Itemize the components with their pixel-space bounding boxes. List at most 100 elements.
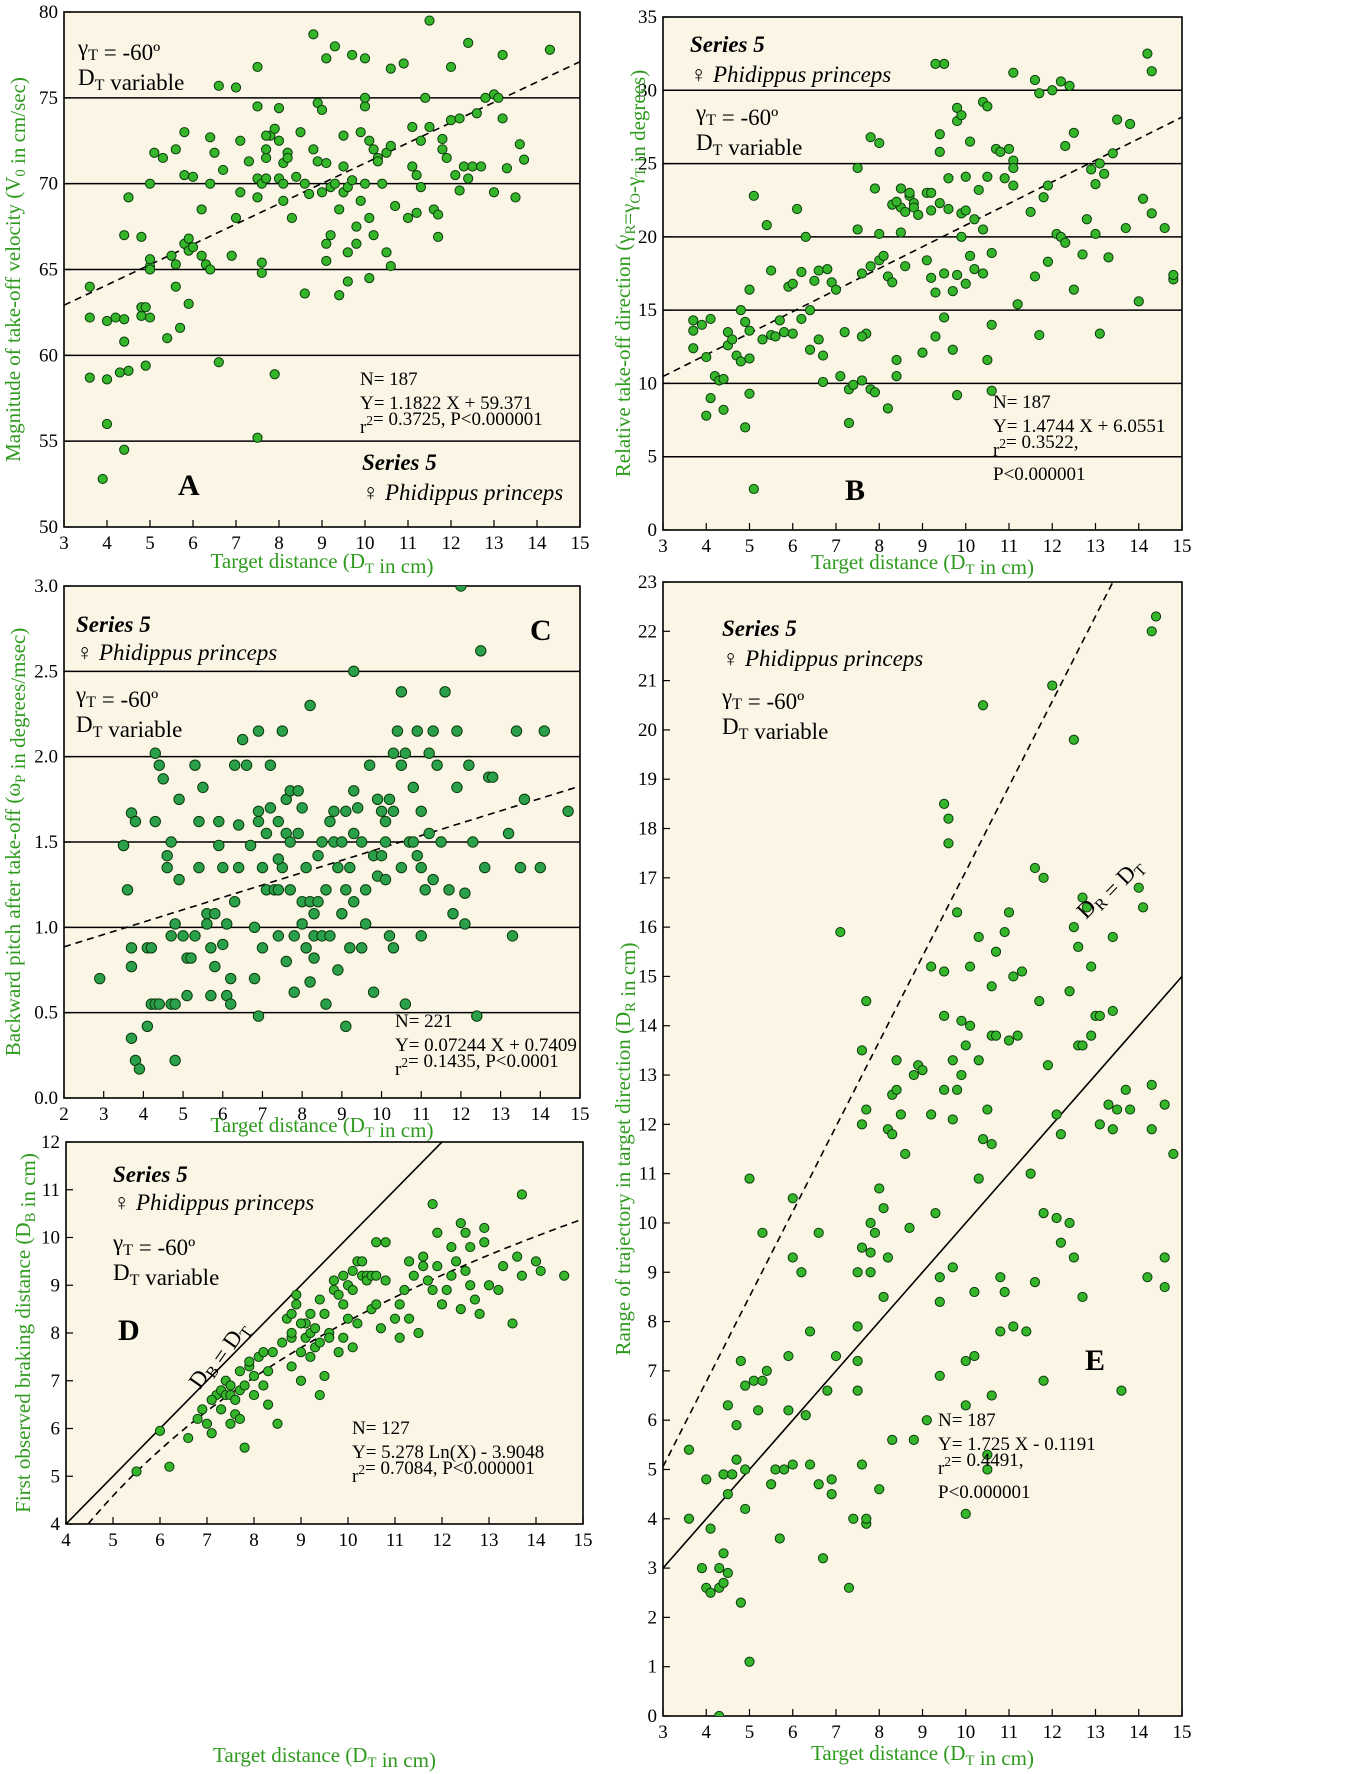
panel-b-annotation: Series 5 [690,32,765,57]
panel-b-data-point [900,206,911,218]
panel-c-x-tick-label: 12 [451,1104,470,1125]
panel-e-data-point [939,798,950,809]
panel-a-data-point [351,238,362,249]
panel-a-x-tick-label: 13 [485,533,504,554]
panel-a-x-axis-label: Target distance (DT in cm) [211,549,434,578]
panel-d-data-point [263,1366,274,1377]
panel-a-stat-line: N= 187 [360,369,418,390]
panel-c-data-point [423,827,435,840]
panel-a-x-tick-label: 10 [356,533,375,554]
panel-d-stat-line: r2= 0.7084, P<0.000001 [352,1458,535,1487]
panel-e-y-tick-label: 11 [639,1164,657,1185]
panel-c-data-point [447,907,459,920]
panel-a-data-point [351,221,362,232]
panel-c-data-point [205,942,217,954]
panel-d-data-point [192,1413,203,1425]
panel-e-data-point [891,1055,902,1066]
panel-b-data-point [977,268,989,279]
panel-e-x-tick-label: 6 [788,1722,798,1743]
panel-c-x-tick-label: 2 [59,1104,69,1125]
panel-a-data-point [519,154,530,165]
panel-a-data-point [329,178,340,189]
panel-a-data-point [488,187,500,198]
panel-c-data-point [375,849,388,862]
panel-e-data-point [1077,1040,1088,1051]
panel-e-data-point [982,1104,993,1115]
panel-c-data-point [173,793,185,806]
panel-a-data-point [463,173,474,184]
panel-b-x-tick-label: 15 [1173,536,1192,557]
panel-e-stat-line: r2= 0.4491, [938,1450,1023,1479]
panel-a-x-tick-label: 6 [188,533,198,554]
panel-c-data-point [181,989,193,1002]
panel-d-data-point [263,1399,274,1410]
panel-a-data-point [454,185,465,196]
panel-e-data-point [1025,1168,1036,1179]
panel-a-data-point [140,302,151,313]
panel-e-data-point [1103,1099,1114,1110]
panel-e-data-point [908,1069,919,1081]
panel-d-data-point [394,1299,405,1310]
panel-b-letter: B [845,474,865,507]
panel-b-data-point [891,371,902,382]
panel-b-data-point [913,209,924,220]
panel-a-data-point [291,171,302,182]
panel-e-data-point [843,1582,855,1593]
panel-d-stat-line: Y= 5.278 Ln(X) - 3.9048 [352,1442,544,1463]
panel-c-data-point [217,861,229,874]
panel-e-data-point [705,1523,716,1534]
panel-a-data-point [308,29,319,40]
panel-e-data-point [714,1562,725,1574]
panel-c-data-point [133,1063,146,1075]
panel-b-data-point [1099,168,1110,179]
panel-a-y-tick-label: 60 [39,345,58,366]
panel-a-data-point [252,432,263,443]
panel-e-data-point [926,1109,937,1120]
panel-c-data-point [213,839,225,852]
panel-d-data-point [446,1241,457,1253]
panel-e-data-point [934,1296,945,1307]
panel-d-data-point [375,1323,386,1334]
panel-d-data-point [483,1280,495,1291]
panel-e-data-point [939,1084,950,1095]
panel-e-data-point [822,1385,833,1396]
panel-b-data-point [895,183,906,194]
panel-b-data-point [856,268,868,279]
panel-e-data-point [956,1069,967,1081]
panel-e-data-point [999,926,1010,938]
panel-d-data-point [474,1308,485,1319]
panel-a-data-point [166,250,177,261]
panel-c-data-point [359,884,372,896]
panel-b-data-point [804,344,816,355]
panel-c-data-point [260,827,273,840]
panel-b-data-point [1029,271,1041,282]
panel-b-data-point [930,331,941,342]
panel-b-data-point [882,403,893,414]
panel-c-data-point [149,815,161,828]
panel-a-x-tick-label: 7 [231,533,241,554]
panel-d-data-point [347,1284,358,1296]
panel-b-data-point [973,184,984,196]
panel-c-data-point [169,1054,181,1067]
panel-d-data-point [347,1342,358,1353]
panel-b-data-point [904,187,915,198]
panel-c-data-point [316,836,328,848]
panel-e-data-point [740,1503,751,1515]
panel-e-data-point [705,1587,716,1598]
panel-e-data-point [952,907,963,918]
panel-a-data-point [334,204,345,215]
panel-d: 4 5 6 7 8 9 10 11 12 13 14 15 4 5 6 7 8 9 10 11 12 Target dis… [0,1130,620,1772]
panel-e-data-point [990,1030,1002,1041]
panel-e-y-tick-label: 13 [638,1065,657,1086]
panel-c-data-point [225,972,237,985]
panel-b-y-tick-label: 15 [638,300,657,321]
panel-d-y-axis-label: First observed braking distance (DB in c… [11,1153,40,1513]
panel-b-data-point [1142,48,1153,59]
panel-c-data-point [189,930,201,942]
panel-e-y-tick-label: 3 [648,1558,658,1579]
panel-a-x-tick-label: 5 [145,533,155,554]
panel-c-data-point [117,839,130,852]
panel-b-data-point [1094,328,1105,339]
panel-b-data-point [1081,214,1092,225]
panel-d-data-point [535,1265,546,1277]
